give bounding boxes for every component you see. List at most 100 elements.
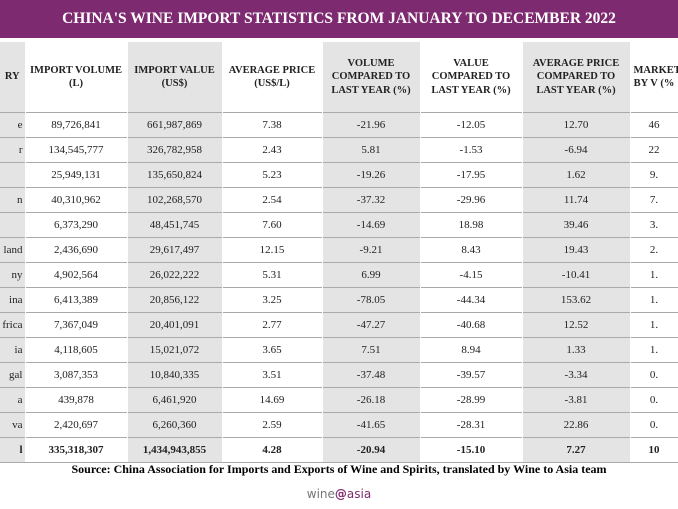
logo-text: asia (346, 487, 372, 501)
table-cell: 102,268,570 (127, 187, 223, 213)
column-header: IMPORT VOLUME (L) (25, 42, 128, 113)
table-cell: -39.57 (420, 362, 523, 388)
table-cell: 1. (630, 337, 678, 363)
table-row: a 439,878 6,461,920 14.69 -26.18 -28.99 -3.81 0… (0, 387, 678, 413)
table-row: 25,949,131 135,650,824 5.23 -19.26 -17.95 1.6… (0, 162, 678, 188)
table-cell: 1. (630, 312, 678, 338)
table-cell: -40.68 (420, 312, 523, 338)
table-cell: 12.15 (222, 237, 323, 263)
table-row: 6,373,290 48,451,745 7.60 -14.69 18.98 39.46 3… (0, 212, 678, 238)
table-cell: 1,434,943,855 (127, 437, 223, 463)
table-cell: 10 (630, 437, 678, 463)
table-cell: 4,118,605 (25, 337, 128, 363)
table-cell: -12.05 (420, 112, 523, 138)
table-cell: 14.69 (222, 387, 323, 413)
table-cell: 46 (630, 112, 678, 138)
table-cell: 7.51 (322, 337, 421, 363)
table-cell: n (0, 187, 26, 213)
table-cell: 12.70 (522, 112, 631, 138)
table-cell: -20.94 (322, 437, 421, 463)
table-cell: 25,949,131 (25, 162, 128, 188)
table-cell: -29.96 (420, 187, 523, 213)
table-cell: 326,782,958 (127, 137, 223, 163)
table-cell: 39.46 (522, 212, 631, 238)
table-cell: 15,021,072 (127, 337, 223, 363)
table-cell: 439,878 (25, 387, 128, 413)
table-cell: -10.41 (522, 262, 631, 288)
table-cell: -47.27 (322, 312, 421, 338)
table-cell: 8.94 (420, 337, 523, 363)
table-cell: ia (0, 337, 26, 363)
logo: wine@asia (0, 487, 678, 501)
table-cell: frica (0, 312, 26, 338)
table-cell: 4,902,564 (25, 262, 128, 288)
table-cell: 335,318,307 (25, 437, 128, 463)
table-cell: 7.38 (222, 112, 323, 138)
table-cell (0, 212, 26, 238)
table-cell: 1. (630, 287, 678, 313)
table-cell: 2.77 (222, 312, 323, 338)
table-cell: 2,436,690 (25, 237, 128, 263)
column-header: MARKET BY V (% (630, 42, 678, 113)
table-cell: 153.62 (522, 287, 631, 313)
table-cell: 6,373,290 (25, 212, 128, 238)
table-cell: 2.59 (222, 412, 323, 438)
table-cell: 7.27 (522, 437, 631, 463)
table-cell: 22.86 (522, 412, 631, 438)
table-cell: 0. (630, 387, 678, 413)
table-cell: 3.25 (222, 287, 323, 313)
table-cell: 0. (630, 412, 678, 438)
table-cell: -6.94 (522, 137, 631, 163)
table-cell: 7.60 (222, 212, 323, 238)
table-cell: 3,087,353 (25, 362, 128, 388)
source-note: Source: China Association for Imports an… (71, 462, 607, 476)
table-cell: -28.31 (420, 412, 523, 438)
table-cell: 20,856,122 (127, 287, 223, 313)
table-cell: 8.43 (420, 237, 523, 263)
table-cell: -41.65 (322, 412, 421, 438)
table-cell: 0. (630, 362, 678, 388)
table-cell: -28.99 (420, 387, 523, 413)
table-cell: 48,451,745 (127, 212, 223, 238)
table-cell: -37.32 (322, 187, 421, 213)
table-cell: 29,617,497 (127, 237, 223, 263)
logo-mark: @ (334, 487, 347, 501)
table-cell: e (0, 112, 26, 138)
header-row: RY IMPORT VOLUME (L) IMPORT VALUE (US$) AVE… (0, 42, 678, 113)
logo-text: wine (306, 487, 335, 501)
column-header: RY (0, 42, 26, 113)
table-cell: 7,367,049 (25, 312, 128, 338)
table-cell: -78.05 (322, 287, 421, 313)
table-cell: 1.33 (522, 337, 631, 363)
table-cell: 6,461,920 (127, 387, 223, 413)
table-cell: va (0, 412, 26, 438)
table-cell: -21.96 (322, 112, 421, 138)
table-cell: -15.10 (420, 437, 523, 463)
table-cell: 11.74 (522, 187, 631, 213)
table-row: ia 4,118,605 15,021,072 3.65 7.51 8.94 1.33 1. (0, 337, 678, 363)
import-table: RY IMPORT VOLUME (L) IMPORT VALUE (US$) AVE… (0, 42, 678, 463)
table-row: land 2,436,690 29,617,497 12.15 -9.21 8.43 19.… (0, 237, 678, 263)
table-row: r 134,545,777 326,782,958 2.43 5.81 -1.53 -6.9… (0, 137, 678, 163)
table-cell: 2.43 (222, 137, 323, 163)
table-cell: -37.48 (322, 362, 421, 388)
table-cell: ny (0, 262, 26, 288)
column-header: VOLUME COMPARED TO LAST YEAR (%) (322, 42, 421, 113)
title: CHINA'S WINE IMPORT STATISTICS FROM JANU… (0, 0, 678, 38)
column-header: IMPORT VALUE (US$) (127, 42, 223, 113)
table-cell: 1. (630, 262, 678, 288)
table-cell: -26.18 (322, 387, 421, 413)
table-cell: 5.81 (322, 137, 421, 163)
table-row: frica 7,367,049 20,401,091 2.77 -47.27 -40.68… (0, 312, 678, 338)
table-cell: ina (0, 287, 26, 313)
table-cell: -44.34 (420, 287, 523, 313)
table-cell: -3.81 (522, 387, 631, 413)
table-cell: 22 (630, 137, 678, 163)
table-cell: 134,545,777 (25, 137, 128, 163)
table-cell: 5.31 (222, 262, 323, 288)
table-cell: -17.95 (420, 162, 523, 188)
table-cell: -1.53 (420, 137, 523, 163)
table-row: va 2,420,697 6,260,360 2.59 -41.65 -28.31 22.8… (0, 412, 678, 438)
table-cell: 89,726,841 (25, 112, 128, 138)
table-cell: 18.98 (420, 212, 523, 238)
